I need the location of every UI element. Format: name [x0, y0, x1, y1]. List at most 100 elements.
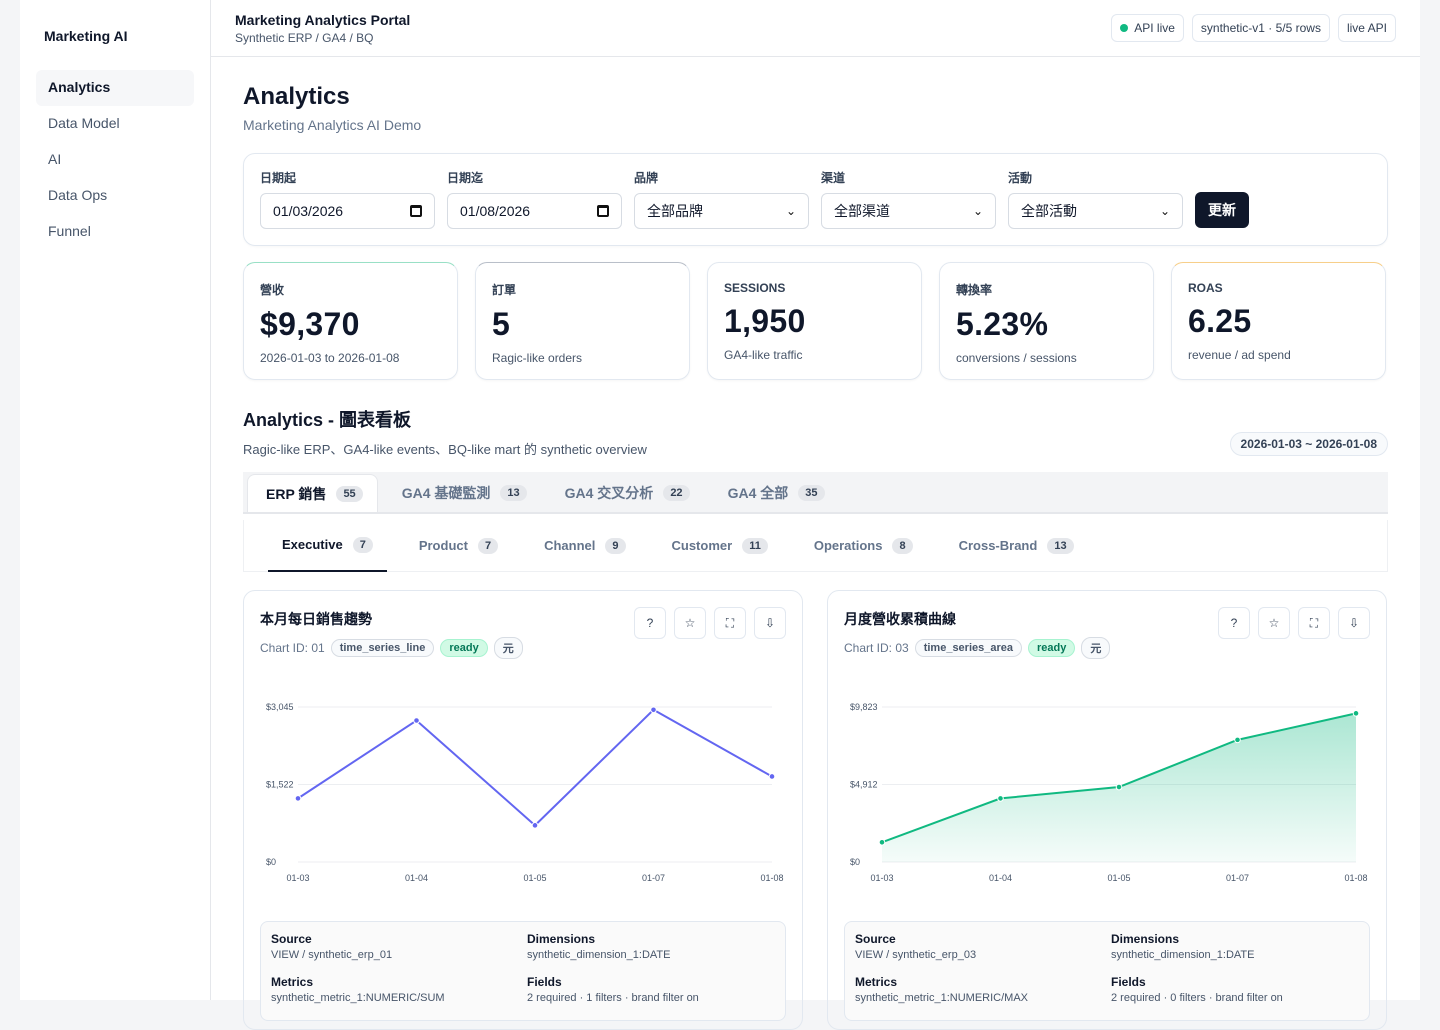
- main-tabs: ERP 銷售 55 GA4 基礎監測 13 GA4 交叉分析 22 GA4 全部 35: [243, 472, 1388, 514]
- kpi-value: $9,370: [260, 306, 360, 342]
- help-icon[interactable]: ?: [1218, 607, 1250, 639]
- tab-ga4-cross[interactable]: GA4 交叉分析 22: [547, 474, 704, 512]
- fields-value: 2 required · 0 filters · brand filter on: [1111, 992, 1283, 1004]
- sidebar-item-ai[interactable]: AI: [48, 151, 62, 167]
- chart-id: Chart ID: 03: [844, 641, 909, 655]
- subtab-label: Channel: [544, 538, 596, 553]
- fields-label: Fields: [527, 975, 562, 989]
- tab-count-badge: 22: [663, 485, 690, 501]
- subtab-executive[interactable]: Executive 7: [268, 520, 387, 572]
- subtab-label: Product: [418, 538, 468, 553]
- x-tick-label: 01-07: [642, 873, 665, 883]
- api-status-label: API live: [1134, 21, 1175, 35]
- channel-value: 全部渠道: [834, 203, 890, 219]
- line-chart: $0 $1,522 $3,045 01-03 01-04 01-05 01-07 01-08: [266, 702, 784, 883]
- brand-select[interactable]: 全部品牌 ⌄: [634, 193, 809, 229]
- calendar-icon[interactable]: [410, 205, 422, 217]
- channel-select[interactable]: 全部渠道 ⌄: [821, 193, 996, 229]
- campaign-select[interactable]: 全部活動 ⌄: [1008, 193, 1183, 229]
- subtab-cross-brand[interactable]: Cross-Brand 13: [945, 520, 1088, 572]
- help-icon[interactable]: ?: [634, 607, 666, 639]
- tab-label: GA4 全部: [727, 485, 789, 501]
- data-point: [768, 773, 776, 780]
- metrics-value: synthetic_metric_1:NUMERIC/MAX: [855, 992, 1028, 1004]
- chart-id: Chart ID: 01: [260, 641, 325, 655]
- data-point: [294, 795, 302, 802]
- download-icon[interactable]: ⇩: [754, 607, 786, 639]
- tab-erp-sales[interactable]: ERP 銷售 55: [247, 474, 378, 512]
- tab-ga4-basic[interactable]: GA4 基礎監測 13: [384, 474, 541, 512]
- x-tick-label: 01-04: [989, 873, 1012, 883]
- section-subtitle: Ragic-like ERP、GA4-like events、BQ-like m…: [243, 442, 647, 457]
- date-to-input[interactable]: 01/08/2026: [447, 193, 622, 229]
- status-dot-icon: [1120, 24, 1129, 32]
- portal-title: Marketing Analytics Portal: [235, 11, 411, 28]
- data-point: [413, 717, 420, 724]
- star-icon[interactable]: ☆: [674, 607, 706, 639]
- tab-ga4-all[interactable]: GA4 全部 35: [710, 474, 839, 512]
- calendar-icon[interactable]: [597, 205, 609, 217]
- dimensions-label: Dimensions: [1111, 932, 1180, 946]
- tab-count-badge: 13: [500, 485, 527, 501]
- expand-icon[interactable]: ⛶: [714, 607, 746, 639]
- sidebar-item-analytics[interactable]: Analytics: [36, 70, 194, 106]
- sidebar-item-data-model[interactable]: Data Model: [48, 115, 120, 131]
- fields-value: 2 required · 1 filters · brand filter on: [527, 992, 699, 1004]
- portal-subtitle: Synthetic ERP / GA4 / BQ: [235, 30, 374, 45]
- date-range-badge: 2026-01-03 ~ 2026-01-08: [1229, 432, 1388, 456]
- source-value: VIEW / synthetic_erp_03: [855, 949, 977, 961]
- kpi-subtext: Ragic-like orders: [492, 351, 583, 365]
- fields-label: Fields: [1111, 975, 1146, 989]
- kpi-card-revenue: 營收 $9,370 2026-01-03 to 2026-01-08: [243, 262, 458, 380]
- subtab-product[interactable]: Product 7: [405, 520, 512, 572]
- kpi-value: 5.23%: [956, 306, 1049, 342]
- subtab-operations[interactable]: Operations 8: [800, 520, 927, 572]
- api-status-badge: API live: [1111, 14, 1184, 42]
- data-point: [1234, 736, 1241, 744]
- subtab-count-badge: 11: [742, 537, 768, 554]
- download-icon[interactable]: ⇩: [1338, 607, 1370, 639]
- campaign-value: 全部活動: [1021, 203, 1077, 219]
- date-from-input[interactable]: 01/03/2026: [260, 193, 435, 229]
- subtab-channel[interactable]: Channel 9: [530, 520, 639, 572]
- subtab-customer[interactable]: Customer 11: [658, 520, 782, 572]
- subtab-count-badge: 7: [352, 536, 373, 553]
- kpi-value: 5: [492, 306, 511, 342]
- update-button[interactable]: 更新: [1195, 192, 1249, 228]
- kpi-label: ROAS: [1188, 281, 1223, 295]
- y-tick-label: $9,823: [850, 702, 878, 712]
- expand-icon[interactable]: ⛶: [1298, 607, 1330, 639]
- data-point: [878, 838, 886, 846]
- y-tick-label: $1,522: [266, 780, 294, 790]
- main-area: Marketing Analytics Portal Synthetic ERP…: [211, 0, 1420, 1030]
- star-icon[interactable]: ☆: [1258, 607, 1290, 639]
- unit-tag: 元: [1081, 637, 1111, 659]
- source-value: VIEW / synthetic_erp_01: [271, 949, 393, 961]
- dimensions-value: synthetic_dimension_1:DATE: [527, 949, 671, 961]
- chevron-down-icon: ⌄: [1159, 204, 1170, 218]
- sidebar-item-funnel[interactable]: Funnel: [48, 223, 91, 239]
- brand-label: 品牌: [634, 171, 659, 185]
- unit-tag: 元: [493, 637, 523, 659]
- subtab-count-badge: 9: [605, 537, 626, 554]
- sidebar-item-data-ops[interactable]: Data Ops: [48, 187, 108, 203]
- x-tick-label: 01-08: [1344, 873, 1367, 883]
- x-tick-label: 01-05: [1107, 873, 1130, 883]
- channel-label: 渠道: [821, 171, 846, 185]
- kpi-card-conversion: 轉換率 5.23% conversions / sessions: [939, 262, 1154, 380]
- page-title: Analytics: [243, 83, 350, 110]
- x-tick-label: 01-03: [286, 873, 309, 883]
- kpi-card-roas: ROAS 6.25 revenue / ad spend: [1171, 262, 1386, 380]
- x-tick-label: 01-07: [1226, 873, 1249, 883]
- chart-meta-box: Source VIEW / synthetic_erp_01 Dimensions…: [260, 921, 786, 1021]
- subtab-count-badge: 13: [1047, 537, 1074, 554]
- kpi-row: 營收 $9,370 2026-01-03 to 2026-01-08 訂單 5 …: [243, 262, 1388, 380]
- subtab-count-badge: 8: [892, 537, 913, 554]
- card-title: 本月每日銷售趨勢: [260, 611, 372, 627]
- chart-cards: 本月每日銷售趨勢 Chart ID: 01 time_series_line r…: [243, 590, 1388, 1030]
- tab-count-badge: 35: [798, 485, 825, 501]
- date-from-label: 日期起: [260, 171, 297, 185]
- data-point: [1115, 783, 1123, 791]
- chart-card-cumulative-revenue: 月度營收累積曲線 Chart ID: 03 time_series_area r…: [827, 590, 1387, 1030]
- topbar: Marketing Analytics Portal Synthetic ERP…: [211, 0, 1420, 57]
